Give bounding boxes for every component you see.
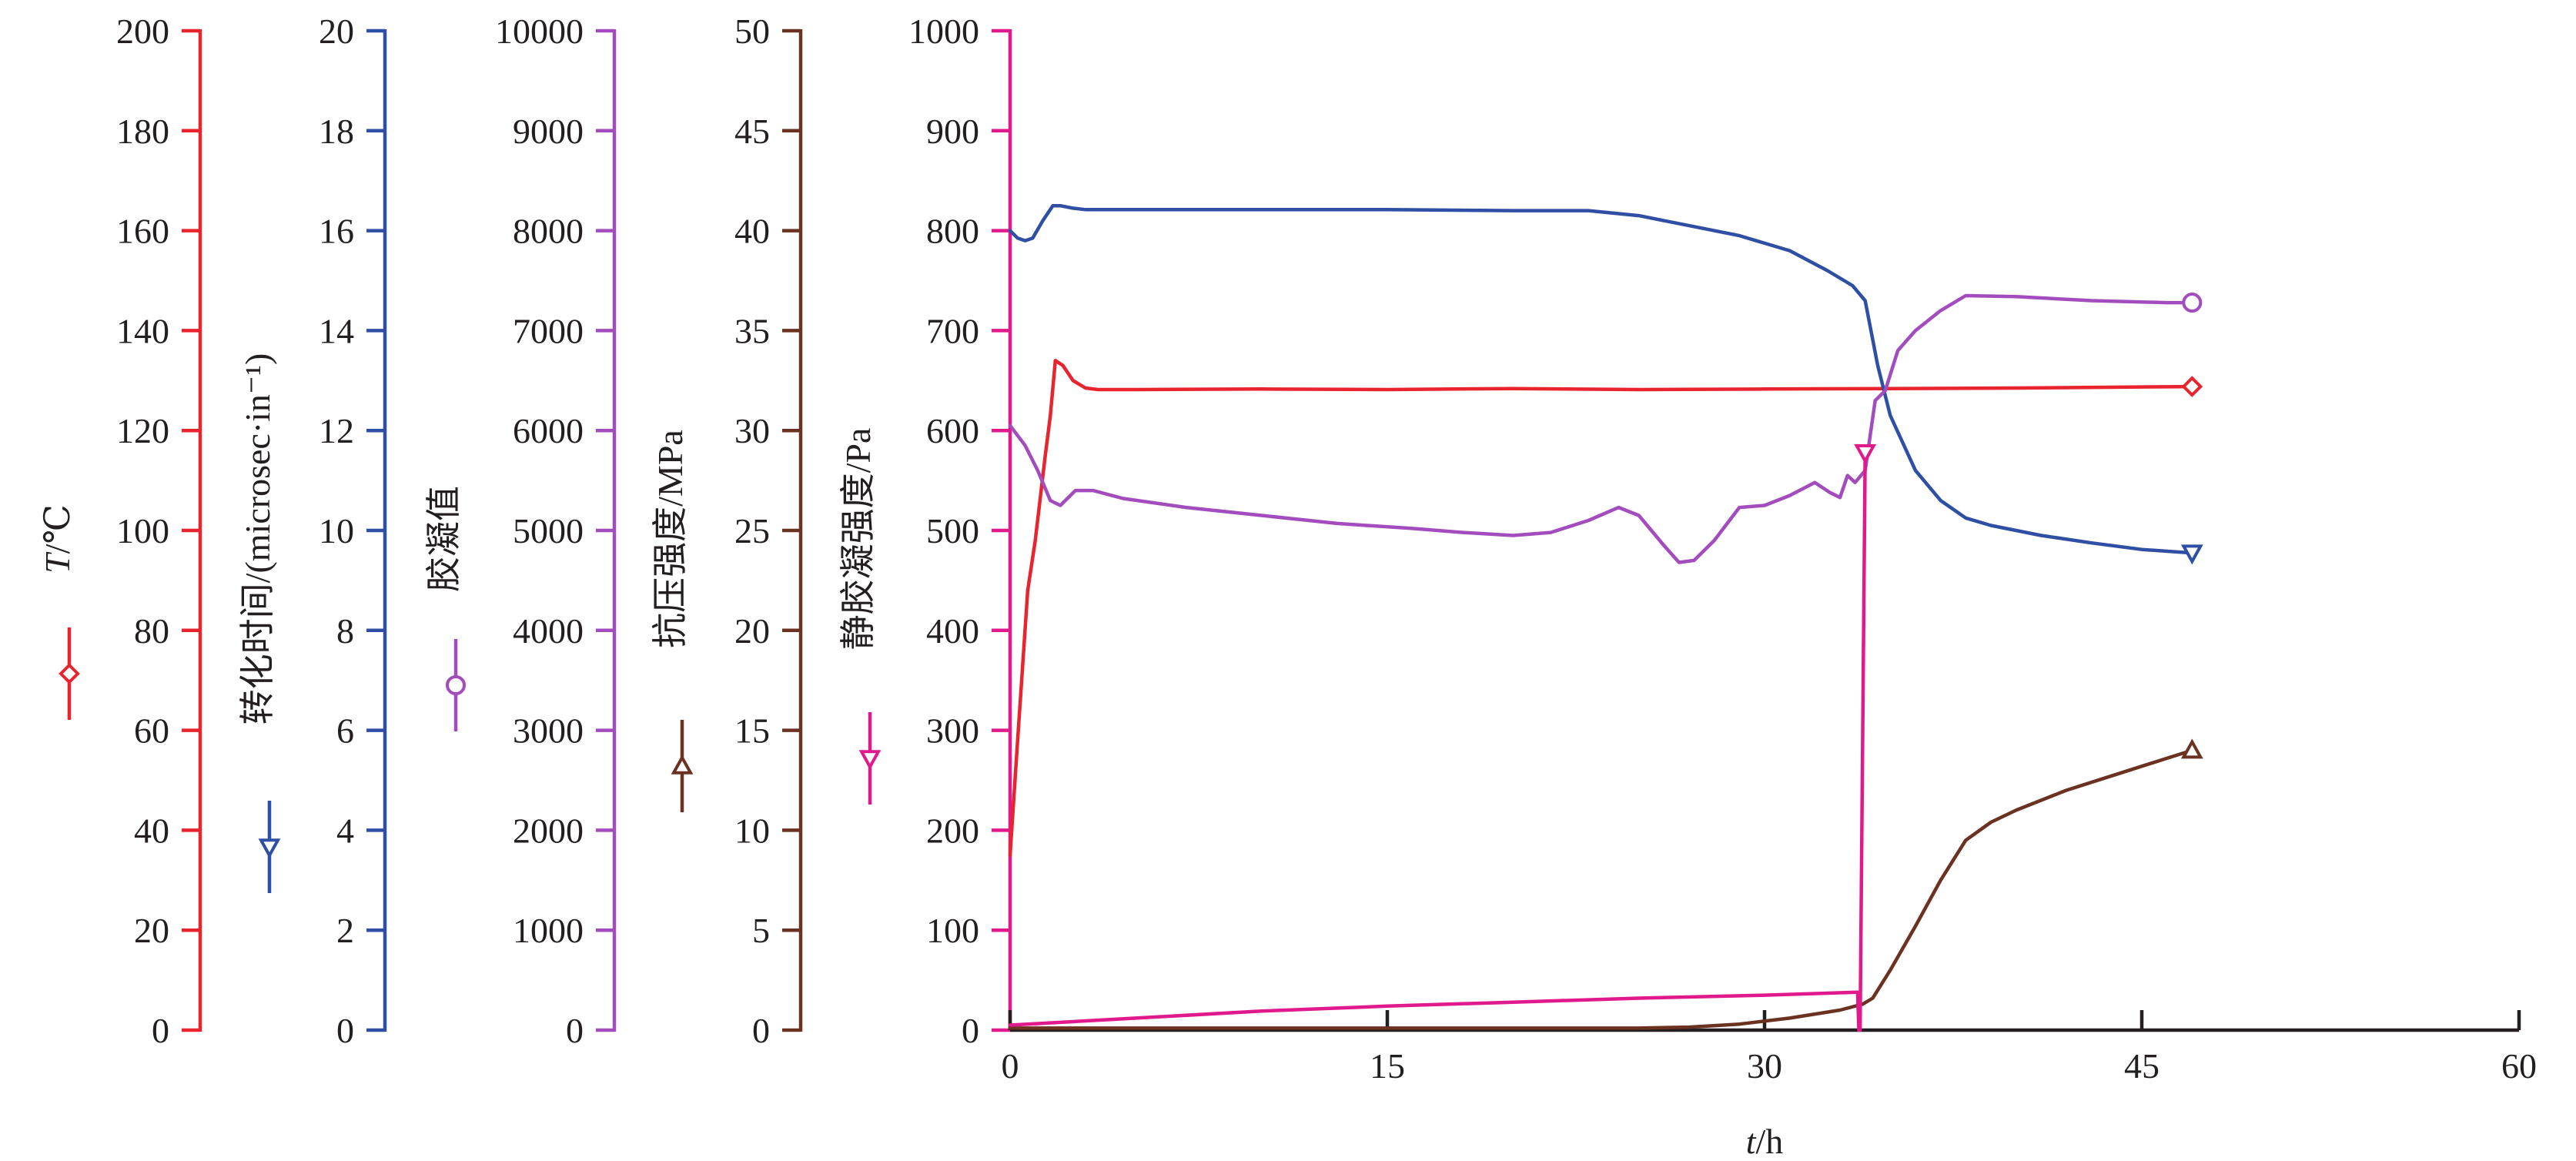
y-tick-label-transit_time: 14 — [319, 311, 354, 350]
x-tick-label: 45 — [2124, 1046, 2159, 1086]
y-tick-label-consistency: 4000 — [513, 611, 584, 651]
y-tick-label-consistency: 3000 — [513, 711, 584, 751]
y-tick-label-temperature: 120 — [116, 411, 169, 450]
y-tick-label-sgs: 400 — [926, 611, 979, 651]
y-tick-label-temperature: 40 — [134, 811, 169, 850]
y-axis-title-text-sgs: 静胶凝强度/Pa — [838, 428, 878, 651]
y-axis-title-compressive_strength: 抗压强度/MPa — [651, 430, 690, 648]
y-tick-label-temperature: 0 — [152, 1011, 169, 1050]
y-tick-label-transit_time: 20 — [319, 12, 354, 51]
y-tick-label-temperature: 180 — [116, 112, 169, 151]
y-axis-title-sgs: 静胶凝强度/Pa — [838, 428, 878, 651]
y-tick-label-sgs: 1000 — [908, 12, 979, 51]
y-axis-title-italic-temperature: T — [38, 551, 77, 574]
y-tick-label-consistency: 5000 — [513, 511, 584, 550]
y-tick-label-compressive_strength: 5 — [752, 911, 770, 950]
x-axis-title-italic: t — [1746, 1122, 1757, 1161]
y-tick-label-transit_time: 16 — [319, 212, 354, 251]
y-tick-label-sgs: 500 — [926, 511, 979, 550]
y-tick-label-consistency: 2000 — [513, 811, 584, 850]
labels-layer: 020406080100120140160180200T/℃0246810121… — [38, 12, 2537, 1161]
y-axis-title-text-consistency: 胶凝值 — [424, 486, 463, 592]
series-end-marker-consistency — [2182, 293, 2203, 313]
series-line-compressive_strength — [1008, 748, 2194, 1030]
y-tick-label-consistency: 8000 — [513, 212, 584, 251]
x-axis-title-text: /h — [1756, 1122, 1784, 1161]
y-tick-label-compressive_strength: 20 — [734, 611, 770, 651]
y-tick-label-transit_time: 6 — [336, 711, 354, 751]
y-axis-title-text-compressive_strength: 抗压强度/MPa — [651, 430, 690, 648]
y-tick-label-consistency: 6000 — [513, 411, 584, 450]
x-tick-label: 15 — [1370, 1046, 1405, 1086]
series-line-consistency — [1008, 293, 2194, 564]
y-tick-label-transit_time: 8 — [336, 611, 354, 651]
y-tick-label-sgs: 0 — [962, 1011, 979, 1050]
y-tick-label-compressive_strength: 35 — [734, 311, 770, 350]
y-tick-label-sgs: 600 — [926, 411, 979, 450]
y-tick-label-sgs: 700 — [926, 311, 979, 350]
y-tick-label-temperature: 100 — [116, 511, 169, 550]
y-tick-label-consistency: 1000 — [513, 911, 584, 950]
y-tick-label-sgs: 200 — [926, 811, 979, 850]
x-tick-label: 30 — [1747, 1046, 1782, 1086]
y-tick-label-compressive_strength: 40 — [734, 212, 770, 251]
series-line-sgs — [1008, 450, 1867, 1032]
y-tick-label-transit_time: 18 — [319, 112, 354, 151]
y-tick-label-temperature: 160 — [116, 212, 169, 251]
series-end-marker-transit_time — [2180, 544, 2203, 565]
series-layer — [1008, 203, 2203, 1032]
x-tick-label: 60 — [2501, 1046, 2537, 1086]
axis-key-marker-sgs — [858, 750, 882, 771]
y-tick-label-compressive_strength: 45 — [734, 112, 770, 151]
y-tick-label-compressive_strength: 50 — [734, 12, 770, 51]
series-line-transit_time — [1008, 203, 2194, 555]
y-axis-title-text-temperature: /℃ — [38, 504, 77, 554]
y-tick-label-temperature: 20 — [134, 911, 169, 950]
axis-key-marker-transit_time — [258, 838, 281, 859]
y-tick-label-sgs: 100 — [926, 911, 979, 950]
y-tick-label-transit_time: 10 — [319, 511, 354, 550]
axis-key-marker-compressive_strength — [671, 754, 694, 775]
y-tick-label-transit_time: 0 — [336, 1011, 354, 1050]
y-axis-title-consistency: 胶凝值 — [424, 486, 463, 592]
y-tick-label-compressive_strength: 15 — [734, 711, 770, 751]
y-tick-label-sgs: 800 — [926, 212, 979, 251]
y-tick-label-temperature: 200 — [116, 12, 169, 51]
y-tick-label-compressive_strength: 30 — [734, 411, 770, 450]
y-tick-label-sgs: 300 — [926, 711, 979, 751]
y-tick-label-sgs: 900 — [926, 112, 979, 151]
y-tick-label-compressive_strength: 25 — [734, 511, 770, 550]
y-tick-label-consistency: 0 — [566, 1011, 584, 1050]
x-tick-label: 0 — [1002, 1046, 1019, 1086]
y-tick-label-compressive_strength: 0 — [752, 1011, 770, 1050]
y-tick-label-transit_time: 12 — [319, 411, 354, 450]
y-axis-title-text-transit_time: 转化时间/(microsec·in⁻¹) — [238, 353, 277, 725]
y-tick-label-consistency: 7000 — [513, 311, 584, 350]
y-axis-title-transit_time: 转化时间/(microsec·in⁻¹) — [238, 353, 277, 725]
x-axis-title: t/h — [1746, 1122, 1784, 1161]
y-tick-label-consistency: 9000 — [513, 112, 584, 151]
y-tick-label-temperature: 60 — [134, 711, 169, 751]
series-line-temperature — [1008, 359, 2194, 858]
series-end-marker-compressive_strength — [2180, 738, 2203, 759]
y-tick-label-transit_time: 2 — [336, 911, 354, 950]
series-end-marker-temperature — [2181, 376, 2203, 397]
y-axis-title-temperature: T/℃ — [38, 504, 77, 574]
axis-key-marker-temperature — [59, 663, 80, 684]
y-tick-label-temperature: 140 — [116, 311, 169, 350]
y-tick-label-transit_time: 4 — [336, 811, 354, 850]
y-tick-label-consistency: 10000 — [495, 12, 584, 51]
series-end-marker-sgs — [1854, 443, 1877, 464]
axis-key-marker-consistency — [446, 675, 466, 695]
y-tick-label-compressive_strength: 10 — [734, 811, 770, 850]
y-tick-label-temperature: 80 — [134, 611, 169, 651]
axes-layer — [182, 28, 2521, 1032]
